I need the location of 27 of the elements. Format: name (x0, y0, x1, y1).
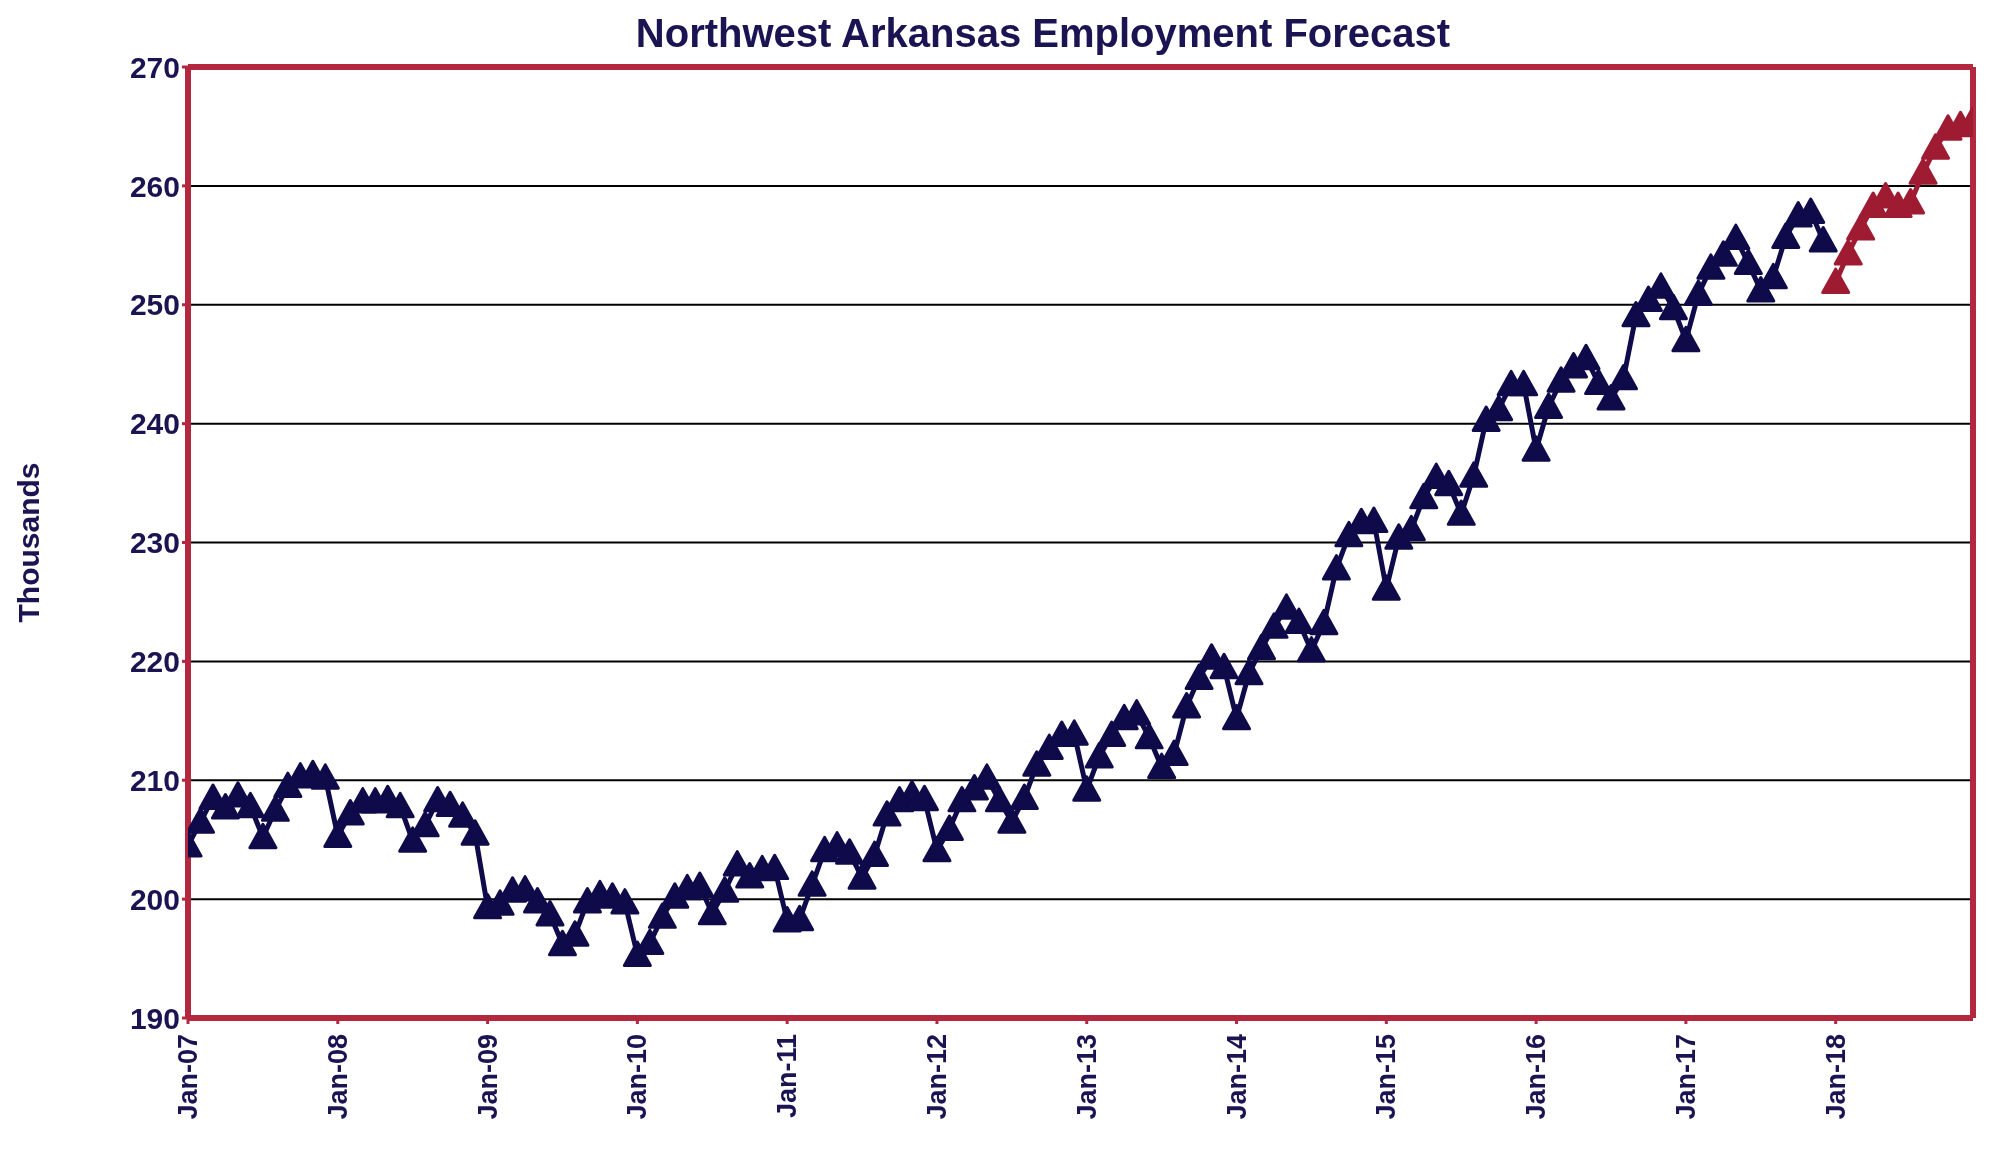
y-tick-label: 220 (129, 645, 180, 679)
chart-title: Northwest Arkansas Employment Forecast (635, 11, 1451, 55)
x-tick-label: Jan-12 (921, 1034, 952, 1120)
y-tick-label: 250 (129, 288, 180, 322)
y-tick-label: 190 (129, 1001, 180, 1035)
x-tick-label: Jan-07 (173, 1034, 203, 1120)
y-tick-label: 240 (129, 407, 180, 441)
y-axis-title: Thousands (11, 462, 45, 623)
x-tick-label: Jan-18 (1820, 1034, 1851, 1120)
x-tick-label: Jan-09 (472, 1034, 503, 1120)
point (1908, 158, 1938, 185)
point (1821, 267, 1851, 295)
y-tick-label: 260 (129, 169, 180, 203)
x-tick-label: Jan-08 (322, 1034, 353, 1120)
y-tick-label: 210 (129, 763, 180, 797)
x-tick-label: Jan-11 (772, 1034, 803, 1119)
x-tick-label: Jan-17 (1670, 1034, 1701, 1120)
x-tick-label: Jan-16 (1521, 1034, 1552, 1120)
x-tick-label: Jan-13 (1071, 1034, 1102, 1120)
x-tick-label: Jan-10 (622, 1034, 653, 1120)
point (1833, 239, 1863, 266)
point (1846, 214, 1876, 241)
point (1921, 133, 1951, 160)
y-tick-label: 200 (129, 882, 180, 916)
x-tick-label: Jan-14 (1221, 1034, 1252, 1120)
y-tick-label: 230 (129, 526, 180, 560)
x-tick-label: Jan-15 (1371, 1034, 1402, 1120)
